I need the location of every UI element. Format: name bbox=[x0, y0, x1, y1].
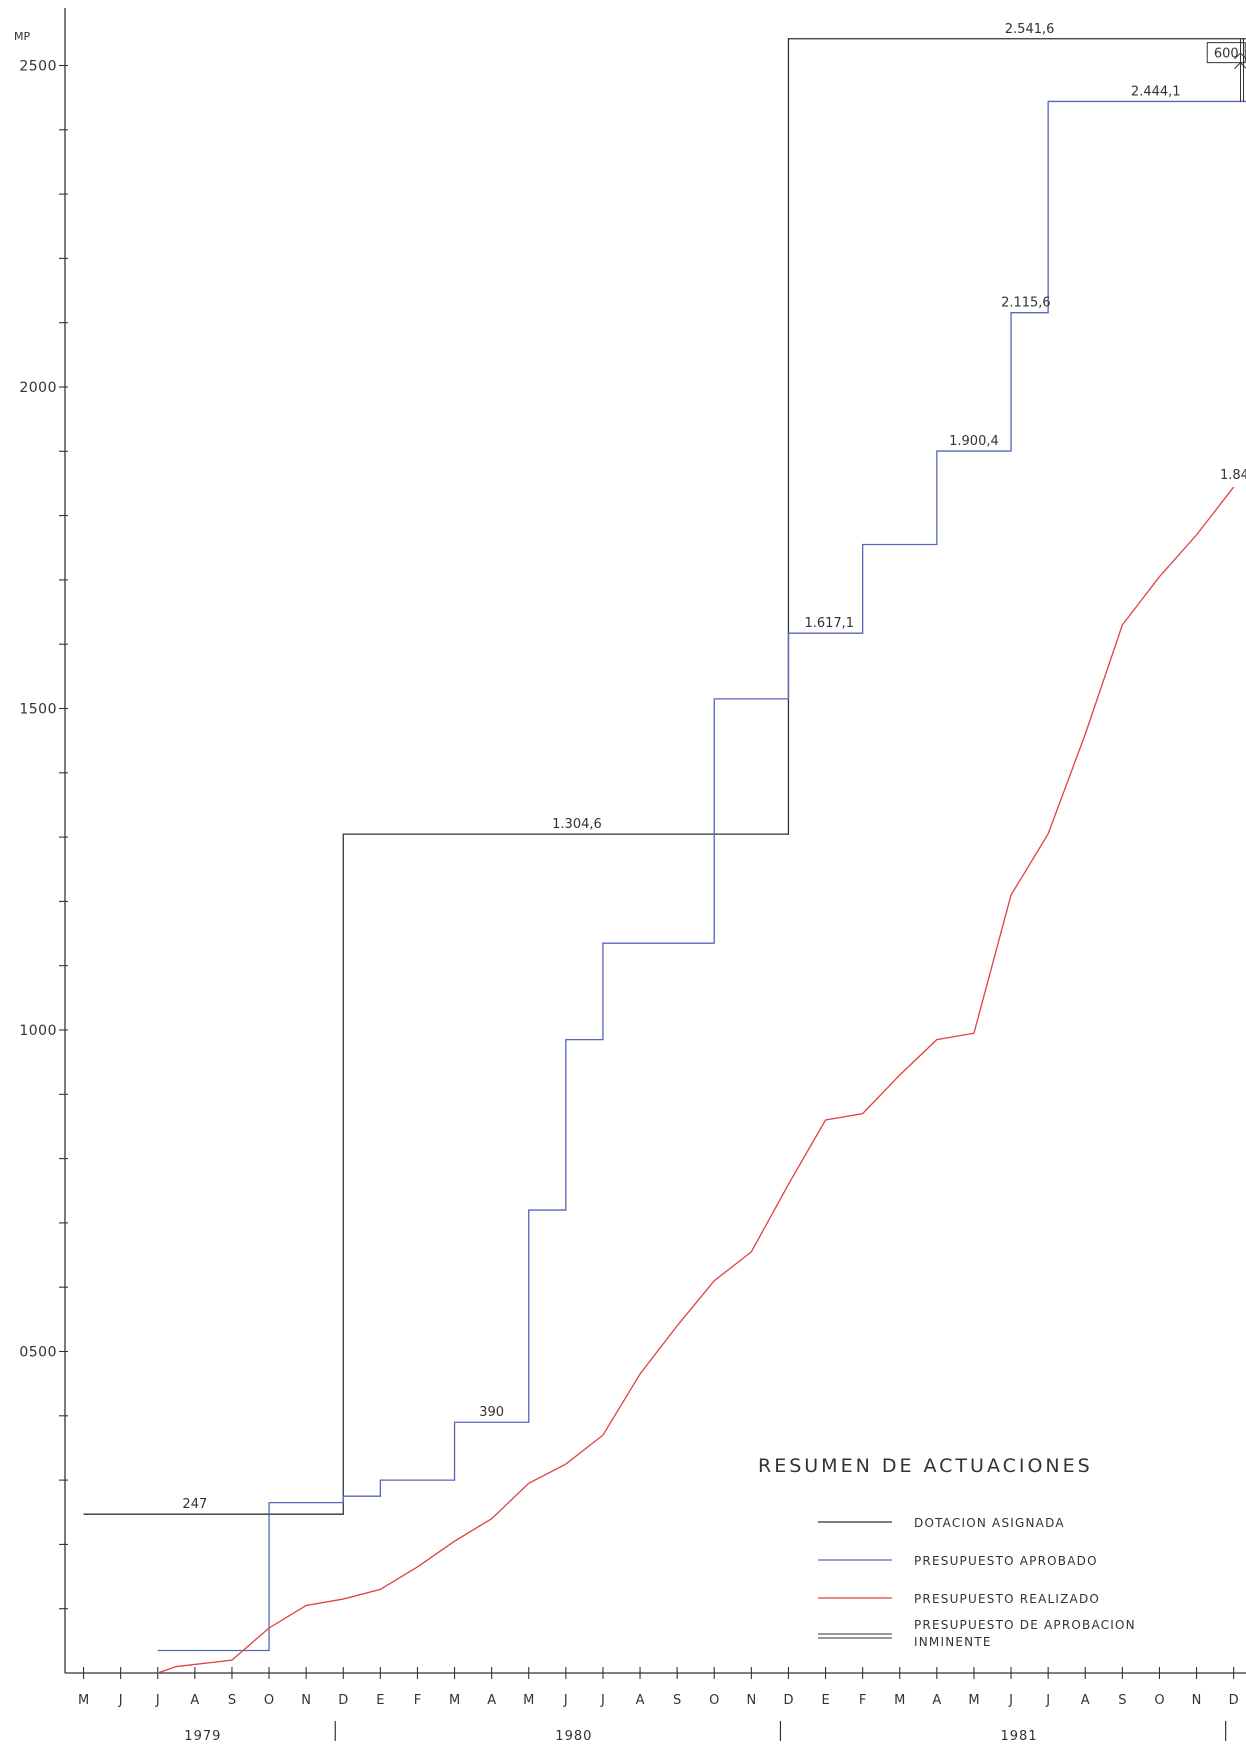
series-line-presupuesto-aprobado bbox=[157, 100, 1246, 1652]
x-tick-label: A bbox=[1081, 1693, 1090, 1708]
x-tick-label: A bbox=[636, 1693, 645, 1708]
legend-entry-label: PRESUPUESTO APROBADO bbox=[914, 1554, 1098, 1568]
x-tick-label: N bbox=[301, 1693, 311, 1708]
series-line-presupuesto-realizado bbox=[157, 486, 1235, 1674]
data-label: 1.844,4 bbox=[1220, 468, 1246, 483]
legend-entry-label: INMINENTE bbox=[914, 1635, 992, 1649]
x-tick-label: F bbox=[414, 1693, 421, 1708]
x-tick-label: A bbox=[487, 1693, 496, 1708]
x-tick-label: M bbox=[449, 1693, 460, 1708]
legend-entry-label: PRESUPUESTO DE APROBACION bbox=[914, 1618, 1136, 1632]
x-tick-label: J bbox=[1008, 1693, 1013, 1708]
y-tick-label: 1500 bbox=[19, 702, 57, 718]
x-tick-label: O bbox=[709, 1693, 719, 1708]
x-tick-label: M bbox=[968, 1693, 979, 1708]
break-mark-icon bbox=[1234, 52, 1246, 60]
x-tick-label: A bbox=[190, 1693, 199, 1708]
legend-entry-label: DOTACION ASIGNADA bbox=[914, 1516, 1065, 1530]
x-tick-label: M bbox=[894, 1693, 905, 1708]
x-tick-label: O bbox=[1154, 1693, 1164, 1708]
x-tick-label: J bbox=[118, 1693, 123, 1708]
y-tick-label: 2500 bbox=[19, 59, 57, 75]
x-tick-label: D bbox=[1229, 1693, 1239, 1708]
year-label: 1981 bbox=[1001, 1729, 1038, 1744]
x-tick-label: S bbox=[228, 1693, 236, 1708]
legend-title: RESUMEN DE ACTUACIONES bbox=[758, 1455, 1093, 1477]
x-tick-label: O bbox=[264, 1693, 274, 1708]
x-tick-label: J bbox=[600, 1693, 605, 1708]
x-tick-label: J bbox=[155, 1693, 160, 1708]
x-tick-label: F bbox=[859, 1693, 866, 1708]
x-tick-label: S bbox=[673, 1693, 681, 1708]
x-tick-label: J bbox=[1045, 1693, 1050, 1708]
x-tick-label: M bbox=[78, 1693, 89, 1708]
y-tick-label: 1000 bbox=[19, 1023, 57, 1039]
x-tick-label: N bbox=[1192, 1693, 1202, 1708]
year-label: 1979 bbox=[184, 1729, 221, 1744]
legend-entry-label: PRESUPUESTO REALIZADO bbox=[914, 1592, 1100, 1606]
x-tick-label: S bbox=[1118, 1693, 1126, 1708]
data-label-box bbox=[1206, 42, 1246, 64]
x-tick-label: D bbox=[783, 1693, 793, 1708]
data-label: 2.541,6 bbox=[1005, 22, 1055, 37]
data-label: 1.304,6 bbox=[552, 817, 602, 832]
year-label: 1980 bbox=[555, 1729, 592, 1744]
x-tick-label: M bbox=[523, 1693, 534, 1708]
y-tick-label: 2000 bbox=[19, 380, 57, 396]
x-tick-label: A bbox=[932, 1693, 941, 1708]
data-label: 1.900,4 bbox=[949, 434, 999, 449]
data-label: 247 bbox=[182, 1497, 207, 1512]
break-mark-icon bbox=[1234, 62, 1246, 70]
x-tick-label: E bbox=[821, 1693, 829, 1708]
x-tick-label: E bbox=[376, 1693, 384, 1708]
series-line-dotacion-asignada bbox=[83, 38, 1246, 1515]
data-label: 390 bbox=[479, 1405, 504, 1420]
data-label: 2.444,1 bbox=[1131, 84, 1181, 99]
data-label: 600 bbox=[1214, 47, 1239, 62]
data-label: 1.617,1 bbox=[804, 616, 854, 631]
data-label: 2.115,6 bbox=[1001, 296, 1051, 311]
x-tick-label: D bbox=[338, 1693, 348, 1708]
y-tick-label: 0500 bbox=[19, 1345, 57, 1361]
x-tick-label: J bbox=[563, 1693, 568, 1708]
x-tick-label: N bbox=[746, 1693, 756, 1708]
y-unit-label: MP bbox=[14, 30, 30, 43]
